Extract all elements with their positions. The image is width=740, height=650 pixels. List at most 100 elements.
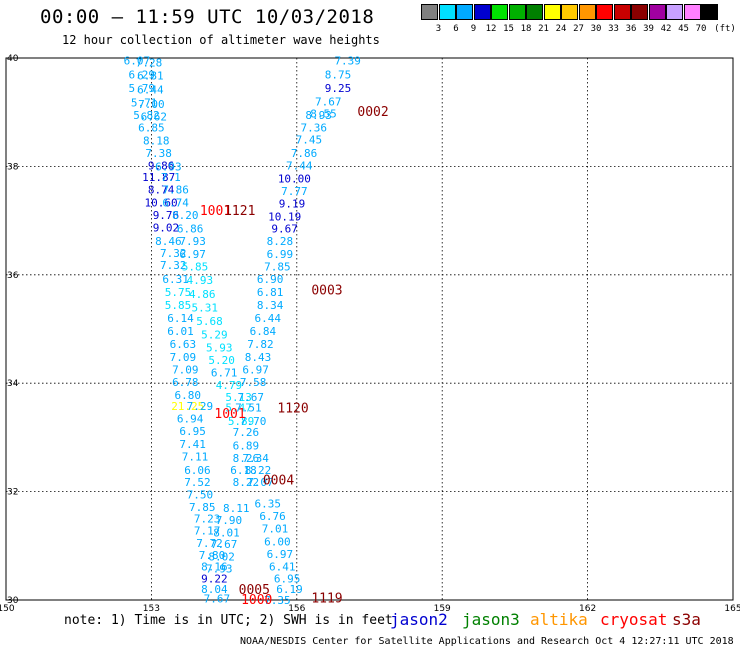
legend-label: 30	[590, 24, 602, 34]
wave-height-value: 8.55	[310, 107, 337, 120]
wave-height-value: 7.45	[296, 133, 323, 146]
lon-tick-label: 153	[143, 604, 160, 614]
legend-label: 36	[625, 24, 637, 34]
legend-unit: (ft)	[714, 24, 736, 34]
legend-label: 24	[555, 24, 567, 34]
wave-height-value: 8.34	[257, 299, 284, 312]
credit-line: NOAA/NESDIS Center for Satellite Applica…	[240, 636, 734, 647]
wave-height-value: 7.1	[161, 171, 181, 184]
wave-height-value: 7.67	[204, 592, 231, 605]
wave-height-value: 7.01	[262, 522, 289, 535]
wave-height-value: 6.01	[167, 325, 194, 338]
wave-height-value: 8.22	[245, 464, 272, 477]
wave-height-value: 7.23	[194, 513, 221, 526]
wave-height-value: 7.35	[264, 594, 291, 607]
legend-label: 45	[678, 24, 689, 34]
wave-height-value: 7.58	[240, 376, 267, 389]
wave-height-value: 8.74	[148, 184, 175, 197]
legend-swatch	[701, 4, 718, 20]
wave-height-value: 5.79	[128, 82, 155, 95]
wave-height-value: 4.93	[187, 274, 214, 287]
wave-height-value: 6.07	[124, 55, 151, 68]
lat-tick-label: 30	[7, 596, 19, 606]
wave-height-value: 5.89	[228, 415, 255, 428]
wave-height-value: 5.31	[191, 301, 218, 314]
wave-height-value: 8.46	[155, 235, 182, 248]
wave-height-value: 5.75	[165, 286, 192, 299]
wave-height-value: 5.93	[206, 341, 233, 354]
wave-height-value: 7.32	[160, 259, 187, 272]
wave-height-value: 5.82	[133, 109, 160, 122]
satellite-jason3: jason3	[462, 610, 520, 629]
wave-height-value: 8.26	[233, 452, 260, 465]
legend-swatch	[561, 4, 578, 20]
legend-swatch	[666, 4, 683, 20]
wave-height-value: 6.31	[162, 273, 189, 286]
wave-height-value: 5.20	[208, 354, 235, 367]
wave-height-value: 6.06	[184, 464, 211, 477]
wave-height-value: 7.50	[187, 488, 214, 501]
track-id-label: 0002	[357, 105, 388, 120]
wave-height-value: 9.67	[271, 223, 298, 236]
legend-swatch	[456, 4, 473, 20]
legend-swatch	[473, 4, 491, 20]
wave-height-value: 7.90	[216, 514, 243, 527]
wave-height-value: 7.70	[240, 415, 267, 428]
legend-label: 42	[660, 24, 672, 34]
lon-tick-label: 156	[288, 604, 305, 614]
legend-label: 18	[520, 24, 532, 34]
wave-height-value: 9.02	[153, 222, 180, 235]
legend-swatch	[526, 4, 543, 20]
wave-height-value: 7.34	[242, 452, 269, 465]
wave-height-value: 7.93	[179, 235, 206, 248]
footer-note: note: 1) Time is in UTC; 2) SWH is in fe…	[64, 613, 393, 628]
legend-swatch	[683, 4, 701, 20]
lon-tick-label: 150	[0, 604, 15, 614]
legend-swatch	[613, 4, 631, 20]
wave-height-value: 6.19	[276, 583, 303, 596]
wave-height-value: 7.00	[138, 98, 165, 111]
legend-swatch	[508, 4, 526, 20]
wave-height-value: 21.25	[171, 400, 204, 413]
legend-label: 70	[695, 24, 707, 34]
wave-height-value: 6.97	[179, 248, 206, 261]
wave-height-value: 5.13	[225, 391, 252, 404]
wave-height-value: 5.29	[201, 328, 228, 341]
wave-height-value: 9.22	[201, 572, 228, 585]
wave-height-value: 6.44	[137, 83, 164, 96]
wave-height-value: 6.97	[267, 548, 294, 561]
wave-height-value: 5.85	[182, 261, 209, 274]
wave-height-value: 7.86	[291, 147, 318, 160]
legend-label: 33	[608, 24, 619, 34]
wave-height-value: 5.85	[165, 299, 192, 312]
wave-height-value: 8.04	[201, 583, 228, 596]
wave-height-value: 6.85	[138, 121, 165, 134]
legend-label: 21	[538, 24, 549, 34]
legend-label: 12	[485, 24, 497, 34]
wave-height-value: 10.00	[278, 172, 311, 185]
wave-height-value: 9.76	[153, 209, 180, 222]
wave-height-value: 7.41	[179, 438, 206, 451]
wave-height-value: 7.17	[194, 525, 221, 538]
legend-swatch	[648, 4, 666, 20]
wave-height-value: 6.71	[211, 366, 238, 379]
wave-height-value: 7.39	[334, 55, 361, 68]
wave-height-value: 5.47	[225, 402, 252, 415]
wave-height-value: 6.18	[230, 464, 257, 477]
wave-height-value: 6.99	[267, 248, 294, 261]
wave-height-value: 8.16	[201, 560, 228, 573]
legend-label: 6	[453, 24, 459, 34]
legend-label: 9	[470, 24, 477, 34]
wave-height-value: 7.28	[136, 56, 163, 69]
lat-tick-label: 32	[7, 488, 18, 498]
lat-tick-label: 34	[7, 379, 19, 389]
wave-height-value: 6.89	[233, 440, 260, 453]
wave-height-value: 7.38	[145, 147, 172, 160]
satellite-s3a: s3a	[672, 610, 701, 629]
wave-height-value: 8.02	[208, 551, 235, 564]
wave-height-value: 7.29	[187, 400, 214, 413]
legend-swatch	[578, 4, 596, 20]
map-frame	[5, 57, 734, 601]
